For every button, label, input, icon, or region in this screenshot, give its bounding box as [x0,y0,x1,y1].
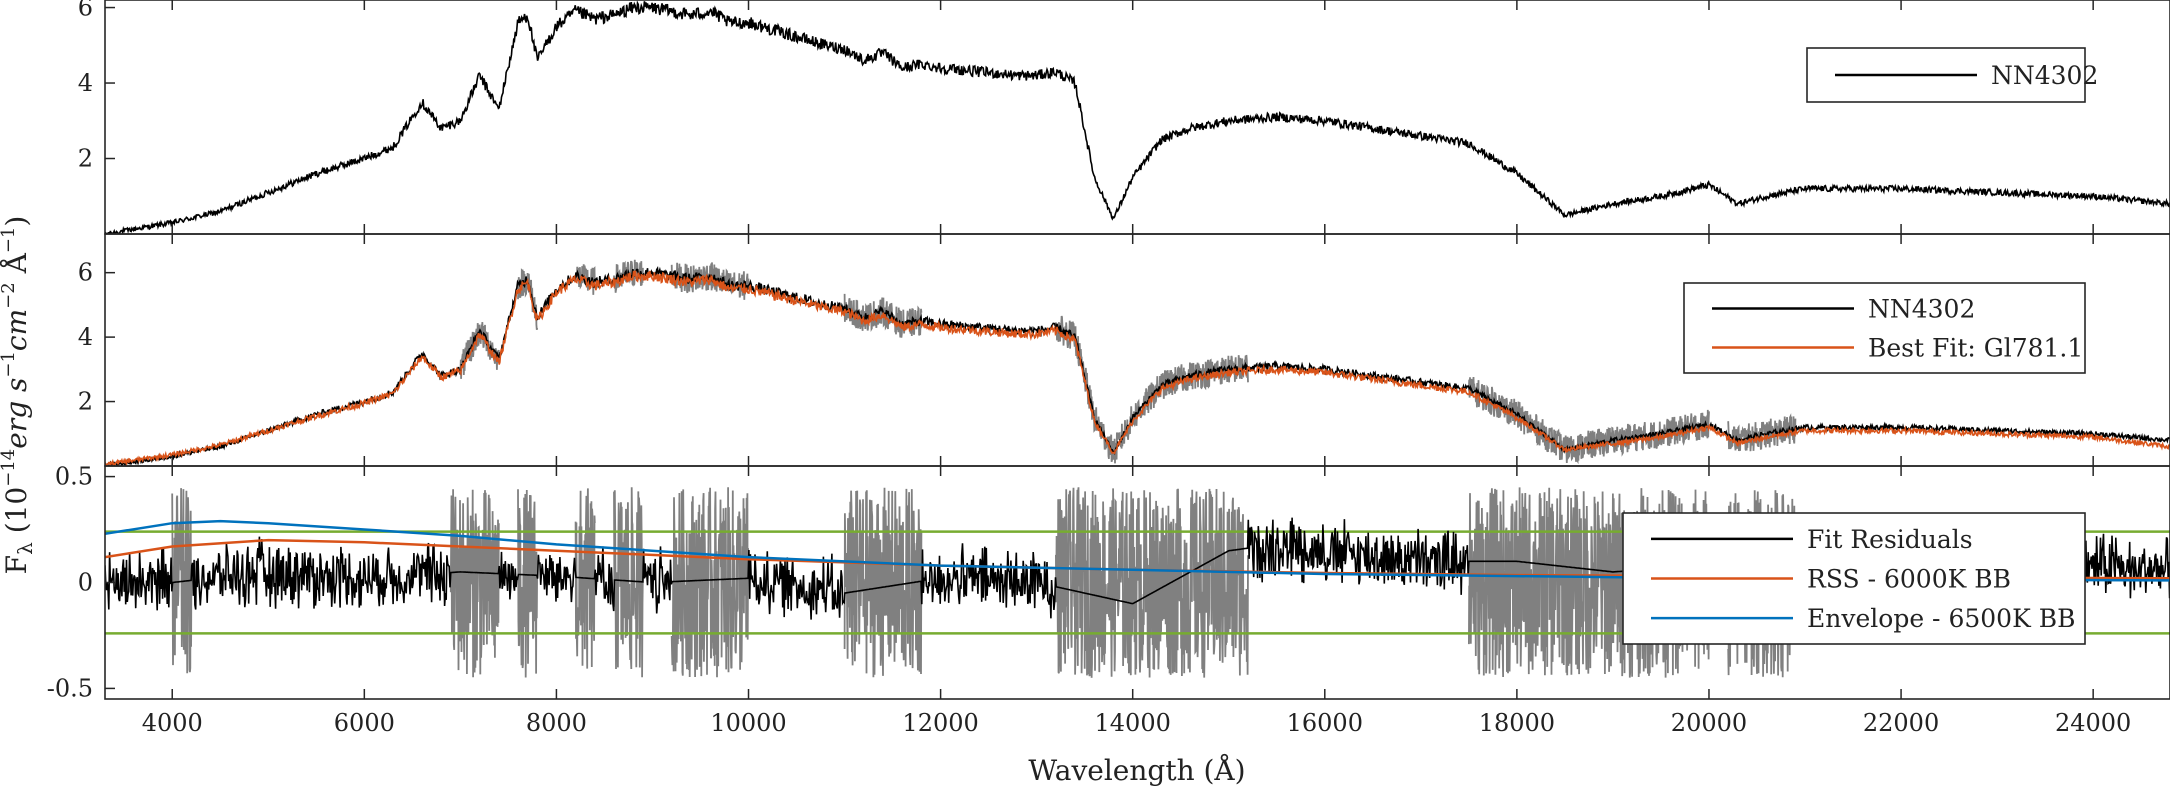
y-tick-label: 6 [78,0,93,22]
x-axis-title: Wavelength (Å) [1028,754,1245,787]
series-lines-layer [105,0,2170,234]
masked-region-trace [1727,413,1797,452]
series-line-best-fit-gl781-1 [105,270,2170,466]
masked-region-trace [843,487,923,678]
x-tick-label: 22000 [1863,709,1939,737]
masked-region-trace [1468,487,1710,678]
masked-region-trace [171,488,193,674]
masked-region-trace [1468,376,1710,465]
series-lines-layer [105,266,2170,466]
x-tick-label: 14000 [1095,709,1171,737]
x-tick-label: 10000 [710,709,786,737]
series-line-nn4302 [105,0,2170,234]
legend-label: RSS - 6000K BB [1807,565,2011,594]
masked-region-trace [449,489,500,678]
legend-label: Best Fit: Gl781.1 [1868,334,2083,363]
y-tick-label: 0 [78,569,93,597]
masked-region-trace [843,293,923,338]
legend-bottom: Fit Residuals RSS - 6000K BB Envelope - 65… [1622,512,2086,645]
x-tick-label: 6000 [334,709,395,737]
masked-region-trace [1055,315,1249,464]
legend-box [1683,282,2086,374]
panel-bottom-residuals: -0.5 0 0.5 4000 6000 8000 10000 12000 14000 16000… [47,463,2170,737]
masked-region-trace [517,268,539,330]
x-tick-label: 16000 [1287,709,1363,737]
axes-layer: -0.5 0 0.5 4000 6000 8000 10000 12000 14000 16000… [47,463,2170,737]
masked-region-trace [613,487,644,678]
y-tick-label: 2 [78,145,93,173]
legend-top: NN4302 [1806,47,2098,103]
x-tick-label: 18000 [1479,709,1555,737]
panel-top-nn4302: 2 4 6 NN4302 [78,0,2170,235]
y-tick-label: 0.5 [55,463,93,491]
masked-region-trace [517,489,539,678]
y-tick-label: -0.5 [47,674,93,702]
y-tick-label: 4 [78,69,93,97]
legend-label: Envelope - 6500K BB [1807,604,2075,633]
y-tick-label: 2 [78,388,93,416]
legend-label: NN4302 [1991,61,2098,90]
panel-middle-best-fit: 2 4 6 NN4302 Best Fit: Gl781.1 [78,233,2170,467]
x-tick-label: 12000 [902,709,978,737]
masked-regions-layer [459,259,1797,465]
x-tick-label: 8000 [526,709,587,737]
legend-middle: NN4302 Best Fit: Gl781.1 [1683,282,2086,374]
legend-label: Fit Residuals [1807,525,1973,554]
y-tick-label: 4 [78,323,93,351]
x-tick-label: 20000 [1671,709,1747,737]
masked-region-trace [574,488,596,669]
masked-regions-layer [171,487,1797,678]
y-tick-label: 6 [78,259,93,287]
masked-region-trace [1055,487,1249,678]
masked-region-trace [670,487,750,678]
x-tick-label: 24000 [2055,709,2131,737]
x-tick-label: 4000 [142,709,203,737]
legend-label: NN4302 [1868,295,1975,324]
y-axis-title: Fλ (10−14erg s−1cm−2 Å−1) [0,216,37,575]
